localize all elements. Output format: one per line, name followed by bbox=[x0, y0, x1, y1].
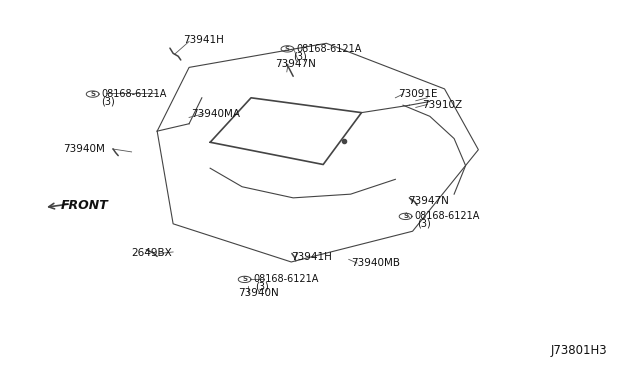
Text: 73940M: 73940M bbox=[63, 144, 105, 154]
Text: 73940MA: 73940MA bbox=[191, 109, 240, 119]
Text: 73910Z: 73910Z bbox=[422, 100, 462, 110]
Text: 73947N: 73947N bbox=[275, 59, 316, 69]
Text: (3): (3) bbox=[102, 96, 115, 106]
Text: S: S bbox=[285, 46, 290, 52]
Text: 08168-6121A: 08168-6121A bbox=[415, 211, 480, 221]
Text: FRONT: FRONT bbox=[61, 199, 109, 212]
Text: 73940N: 73940N bbox=[238, 288, 279, 298]
Text: 08168-6121A: 08168-6121A bbox=[253, 275, 319, 284]
Text: (3): (3) bbox=[255, 282, 269, 292]
Text: S: S bbox=[403, 214, 408, 219]
Text: 08168-6121A: 08168-6121A bbox=[296, 44, 362, 54]
Text: (3): (3) bbox=[293, 51, 307, 61]
Text: 2649BX: 2649BX bbox=[132, 248, 172, 259]
Text: 73091E: 73091E bbox=[399, 89, 438, 99]
Text: J73801H3: J73801H3 bbox=[551, 344, 607, 357]
Text: (3): (3) bbox=[417, 219, 431, 229]
Text: S: S bbox=[90, 91, 95, 97]
Text: S: S bbox=[242, 276, 247, 282]
Text: 73940MB: 73940MB bbox=[351, 258, 399, 268]
Text: 08168-6121A: 08168-6121A bbox=[102, 89, 167, 99]
Text: 73941H: 73941H bbox=[291, 252, 332, 262]
Text: 73947N: 73947N bbox=[408, 196, 449, 206]
Text: 73941H: 73941H bbox=[182, 35, 223, 45]
